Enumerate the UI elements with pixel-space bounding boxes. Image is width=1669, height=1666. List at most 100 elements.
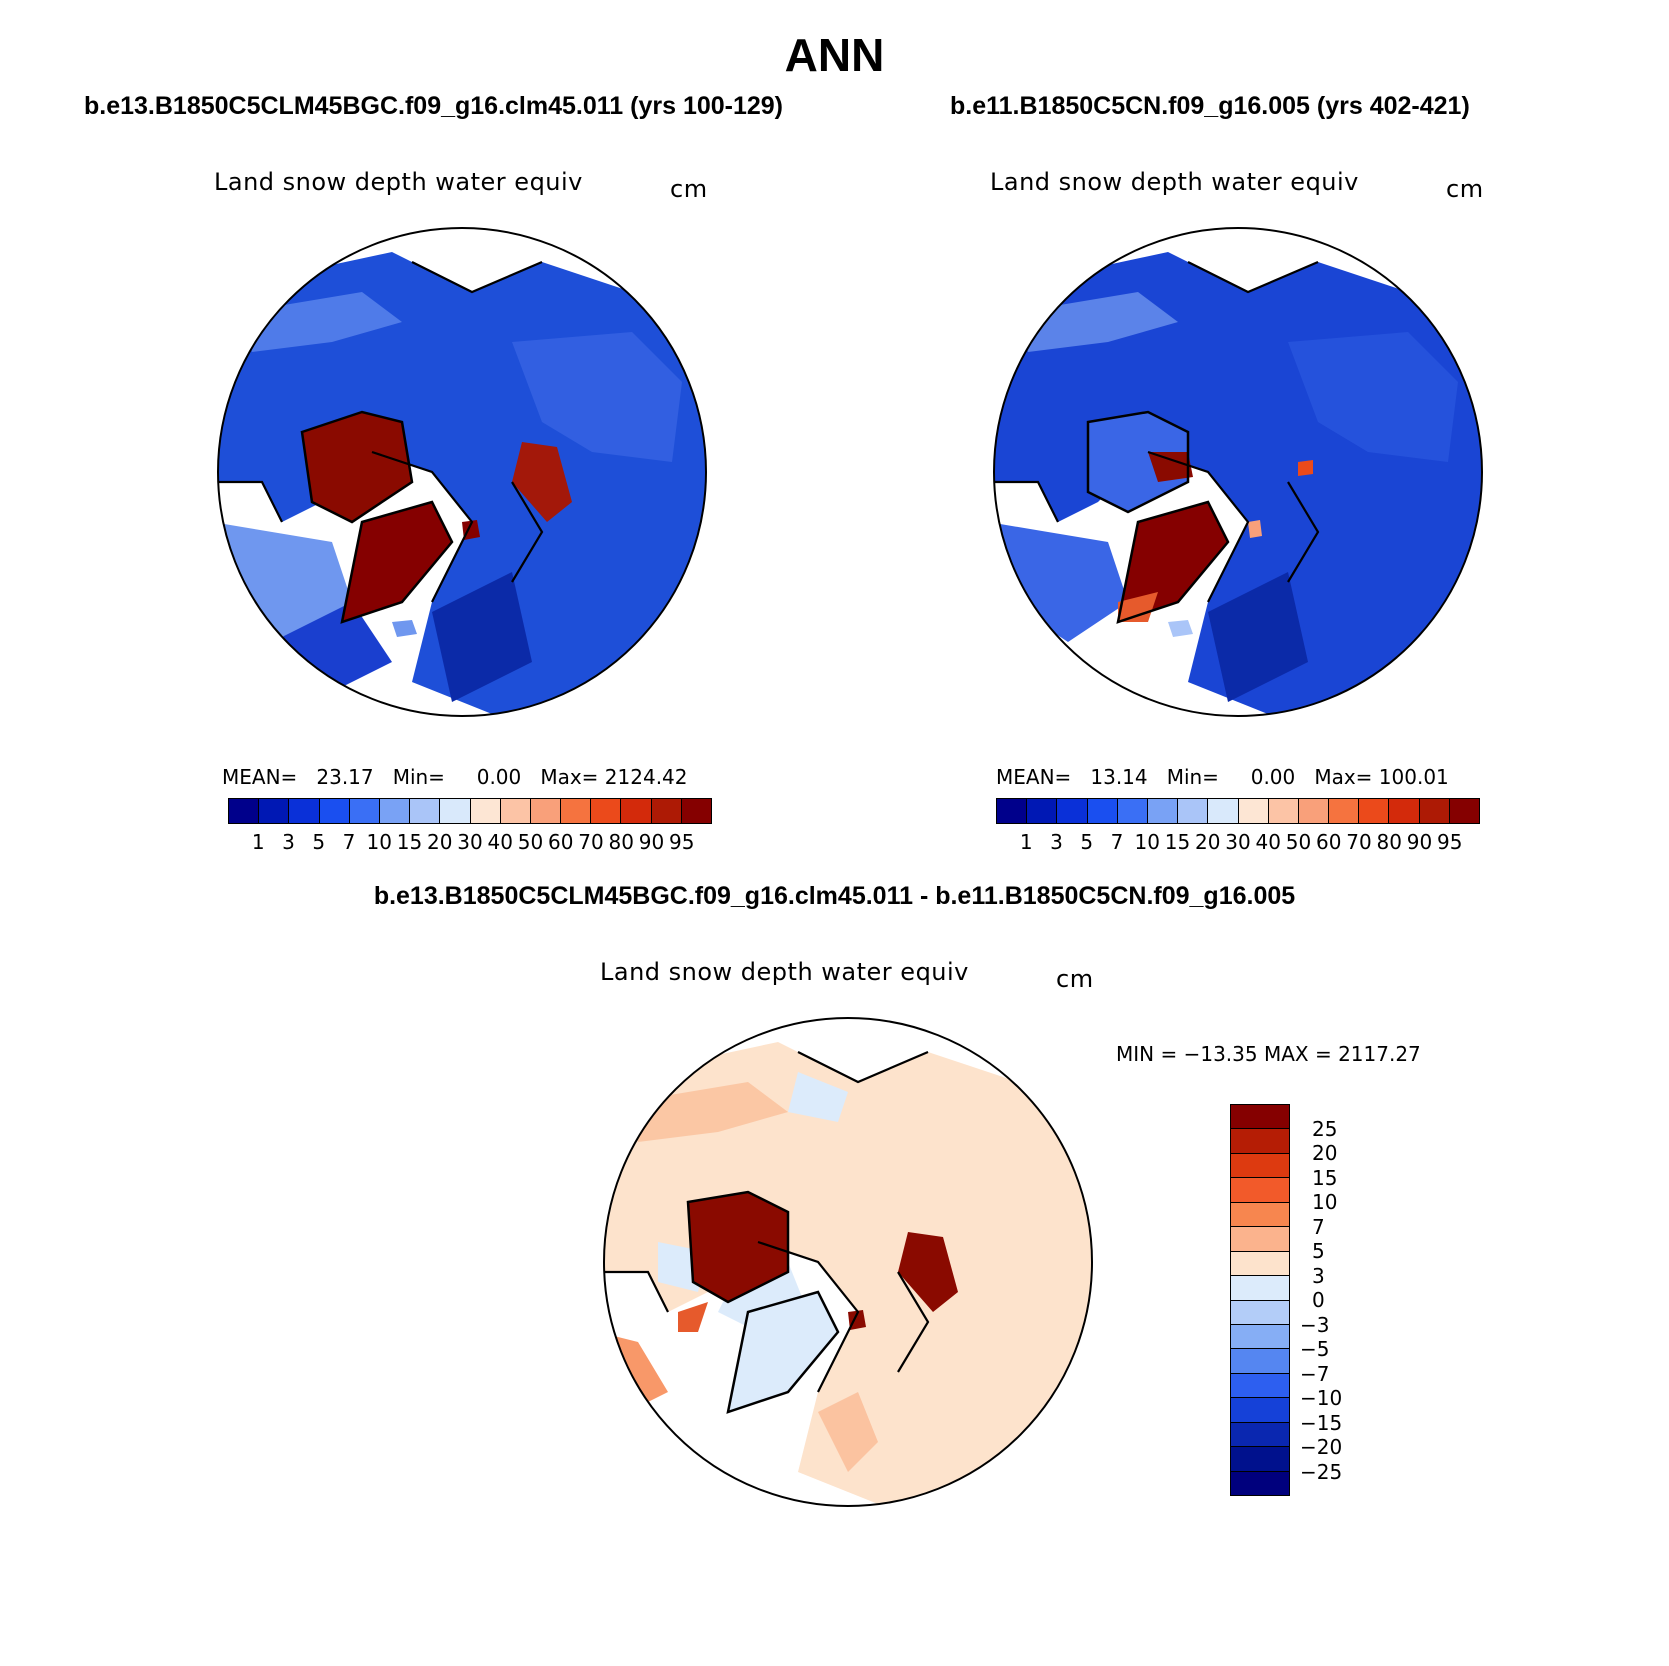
colorbar-difference-label: −10 [1300, 1386, 1343, 1410]
colorbar-difference-label: 15 [1312, 1165, 1338, 1190]
colorbar-panel2-swatch [1359, 799, 1390, 823]
colorbar-panel2-swatch [1449, 799, 1479, 823]
colorbar-difference-label: 3 [1312, 1263, 1325, 1288]
colorbar-panel1-label: 95 [669, 830, 695, 854]
colorbar-panel1-label: 70 [578, 830, 604, 854]
colorbar-difference [1230, 1104, 1290, 1496]
colorbar-panel1-label: 90 [638, 830, 665, 854]
colorbar-panel2-swatch [1389, 799, 1420, 823]
panel1-variable: Land snow depth water equiv [214, 168, 583, 196]
colorbar-difference-swatch [1231, 1373, 1289, 1399]
colorbar-panel1-labels: 1 3 5 7 10 15 20 30 40 50 60 70 80 90 95 [228, 830, 712, 854]
colorbar-panel2-swatch [1057, 799, 1088, 823]
colorbar-panel1-label: 5 [312, 830, 326, 854]
colorbar-difference-label: −5 [1300, 1337, 1330, 1361]
colorbar-difference-swatch [1231, 1398, 1289, 1423]
colorbar-difference-label: −20 [1300, 1435, 1343, 1459]
colorbar-panel1-label: 60 [548, 830, 574, 854]
colorbar-difference-label: −25 [1300, 1459, 1343, 1484]
colorbar-difference-swatch [1231, 1471, 1289, 1495]
figure-title: ANN [784, 29, 885, 81]
colorbar-panel1-swatch [259, 799, 290, 823]
colorbar-difference-swatch [1231, 1202, 1289, 1228]
colorbar-panel2-swatch [1419, 799, 1450, 823]
colorbar-panel2-label: 60 [1316, 830, 1342, 854]
colorbar-difference-swatch [1231, 1349, 1289, 1374]
colorbar-panel2-swatch [1147, 799, 1179, 823]
colorbar-panel2-swatch [1268, 799, 1299, 823]
colorbar-panel1-swatch [379, 799, 411, 823]
colorbar-panel2-swatch [1117, 799, 1148, 823]
colorbar-difference-swatch [1231, 1300, 1289, 1325]
colorbar-panel1-label: 10 [366, 830, 392, 854]
colorbar-panel1-swatch [440, 799, 471, 823]
case2-title: b.e11.B1850C5CN.f09_g16.005 (yrs 402-421… [950, 92, 1470, 120]
diff-stats: MIN = −13.35 MAX = 2117.27 [1116, 1042, 1421, 1066]
colorbar-difference-label: −15 [1300, 1410, 1343, 1435]
colorbar-panel1-label: 40 [487, 830, 513, 854]
colorbar-panel2-label: 95 [1437, 830, 1463, 854]
colorbar-panel1-label: 1 [251, 830, 265, 854]
colorbar-difference-swatch [1231, 1178, 1289, 1203]
colorbar-panel1-swatch [621, 799, 652, 823]
diff-units: cm [1056, 965, 1094, 993]
colorbar-panel2-label: 1 [1019, 830, 1033, 854]
colorbar-panel1 [228, 798, 712, 824]
diff-title: b.e13.B1850C5CLM45BGC.f09_g16.clm45.011 … [373, 882, 1296, 910]
colorbar-difference-swatch [1231, 1447, 1289, 1472]
panel2-units: cm [1446, 175, 1484, 203]
colorbar-difference-label: −3 [1300, 1312, 1330, 1337]
diff-variable: Land snow depth water equiv [600, 958, 969, 986]
colorbar-panel2-label: 3 [1050, 830, 1063, 854]
panel2-variable: Land snow depth water equiv [990, 168, 1359, 196]
colorbar-panel2-label: 40 [1255, 830, 1281, 854]
colorbar-difference-label: 0 [1312, 1288, 1325, 1312]
colorbar-difference-swatch [1231, 1105, 1289, 1130]
colorbar-difference-swatch [1231, 1422, 1289, 1448]
colorbar-panel2-swatch [1329, 799, 1360, 823]
colorbar-panel1-swatch [289, 799, 320, 823]
colorbar-panel1-label: 50 [517, 830, 544, 854]
colorbar-difference-swatch [1231, 1227, 1289, 1252]
colorbar-panel2-label: 10 [1134, 830, 1160, 854]
colorbar-panel2-swatch [1208, 799, 1239, 823]
colorbar-panel2-swatch [997, 799, 1028, 823]
colorbar-difference-label: 20 [1312, 1141, 1338, 1165]
panel1-stats: MEAN= 23.17 Min= 0.00 Max= 2124.42 [222, 765, 688, 789]
colorbar-panel2-swatch [1027, 799, 1058, 823]
colorbar-panel1-swatch [591, 799, 622, 823]
colorbar-difference-label: 10 [1312, 1190, 1338, 1214]
colorbar-panel2-label: 30 [1225, 830, 1251, 854]
colorbar-panel1-swatch [410, 799, 441, 823]
colorbar-panel1-swatch [651, 799, 682, 823]
colorbar-panel1-label: 3 [282, 830, 295, 854]
colorbar-panel2-label: 70 [1346, 830, 1372, 854]
colorbar-difference-swatch [1231, 1153, 1289, 1179]
colorbar-difference-label: 7 [1312, 1214, 1325, 1239]
case1-title: b.e13.B1850C5CLM45BGC.f09_g16.clm45.011 … [84, 92, 784, 120]
colorbar-panel1-swatch [229, 799, 260, 823]
map-panel1 [217, 227, 707, 717]
colorbar-panel2-label: 80 [1376, 830, 1402, 854]
colorbar-panel2-label: 90 [1406, 830, 1433, 854]
colorbar-panel2-label: 50 [1285, 830, 1312, 854]
colorbar-panel1-swatch [470, 799, 501, 823]
colorbar-panel1-label: 7 [342, 830, 356, 854]
colorbar-difference-swatch [1231, 1251, 1289, 1277]
colorbar-difference-label: −7 [1300, 1361, 1330, 1386]
colorbar-panel2-label: 20 [1195, 830, 1221, 854]
colorbar-panel1-swatch [561, 799, 592, 823]
colorbar-panel1-label: 30 [457, 830, 483, 854]
colorbar-panel1-label: 15 [396, 830, 423, 854]
colorbar-difference-swatch [1231, 1324, 1289, 1350]
colorbar-panel2 [996, 798, 1480, 824]
colorbar-panel1-swatch [319, 799, 350, 823]
panel1-units: cm [670, 175, 708, 203]
colorbar-panel1-swatch [349, 799, 380, 823]
colorbar-panel2-label: 5 [1080, 830, 1094, 854]
colorbar-panel2-swatch [1087, 799, 1118, 823]
colorbar-panel2-swatch [1238, 799, 1269, 823]
colorbar-difference-swatch [1231, 1276, 1289, 1301]
colorbar-panel2-swatch [1298, 799, 1330, 823]
map-panel2 [993, 227, 1483, 717]
